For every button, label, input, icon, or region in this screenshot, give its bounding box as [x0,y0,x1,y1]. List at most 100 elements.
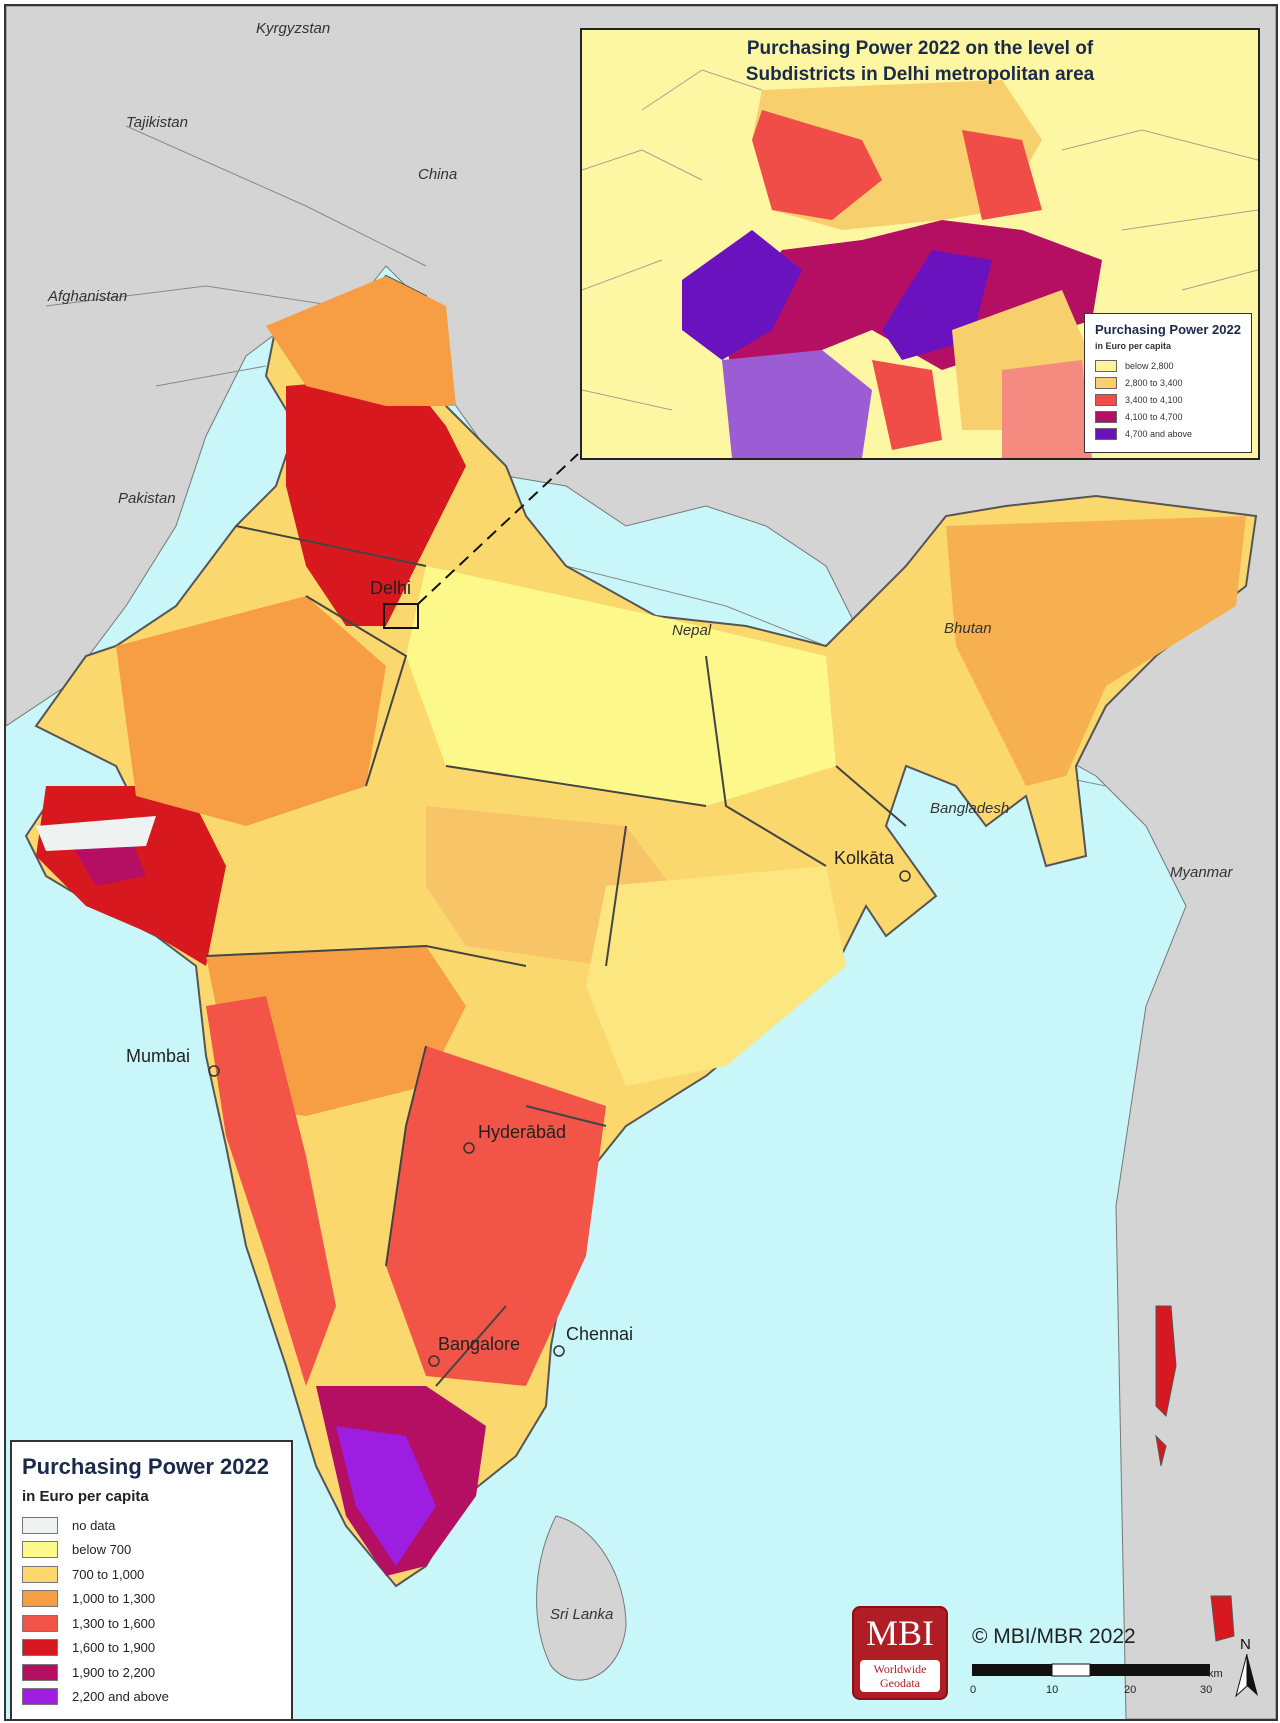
main-legend: Purchasing Power 2022 in Euro per capita… [10,1440,293,1719]
region-westcoast-red [206,996,336,1386]
inset-title: Purchasing Power 2022 on the level of Su… [582,36,1258,88]
inset-legend-title: Purchasing Power 2022 [1095,322,1241,337]
inset-area-red-ne [962,130,1042,220]
label-kyrgyzstan: Kyrgyzstan [256,20,331,37]
legend-item: no data [22,1513,281,1538]
logo-wordmark: MBI [865,1613,934,1653]
label-hyderabad: Hyderābād [478,1122,567,1142]
inset-legend: Purchasing Power 2022 in Euro per capita… [1084,313,1252,453]
inset-legend-label: 4,100 to 4,700 [1125,411,1183,422]
label-bangladesh: Bangladesh [930,800,1010,817]
label-afghanistan: Afghanistan [48,288,128,305]
region-east-yellow [586,866,846,1086]
legend-swatch [22,1541,58,1559]
inset-title-line1: Purchasing Power 2022 on the level of [746,38,1094,59]
legend-item: 700 to 1,000 [22,1562,281,1587]
inset-subdistrict-lines [582,69,1258,411]
legend-label: 1,600 to 1,900 [72,1640,156,1656]
logo-line1: Worldwide [873,1662,927,1676]
bangalore-marker [428,1355,440,1367]
inset-legend-subtitle: in Euro per capita [1095,341,1172,351]
legend-item: below 700 [22,1538,281,1563]
region-south-purple [336,1426,436,1566]
hyderabad-marker [463,1142,475,1154]
country-border-lines [45,125,1107,787]
north-label: N [1240,1636,1251,1653]
inset-legend-label: 4,700 and above [1125,428,1193,439]
inset-area-purple-west [682,230,802,360]
kolkata-marker [899,870,911,882]
legend-swatch [22,1516,58,1534]
legend-label: below 700 [72,1542,132,1558]
legend-title: Purchasing Power 2022 [22,1454,269,1479]
region-northeast [946,516,1246,786]
map-frame: Kyrgyzstan Tajikistan China Afghanistan … [4,4,1278,1721]
scale-unit: km [1208,1668,1223,1680]
inset-area-red-north [752,110,882,220]
andaman-islands [1155,1305,1235,1642]
label-bhutan: Bhutan [944,620,992,637]
label-china: China [418,166,458,183]
region-no-data [36,816,156,851]
inset-swatch [1095,393,1117,406]
label-nepal: Nepal [672,622,712,639]
scale-bar-graphic [972,1663,1210,1677]
logo-line2: Geodata [880,1676,920,1690]
sri-lanka-land [536,1515,627,1681]
inset-title-line2: Subdistricts in Delhi metropolitan area [745,64,1095,85]
legend-swatch [22,1639,58,1657]
legend-subtitle: in Euro per capita [22,1488,149,1505]
legend-label: 700 to 1,000 [72,1566,145,1582]
scale-tick: 20 [1124,1684,1137,1696]
legend-item: 2,200 and above [22,1685,281,1710]
inset-legend-item: 3,400 to 4,100 [1095,391,1241,408]
inset-legend-item: below 2,800 [1095,357,1241,374]
inset-area-red-south [872,360,942,450]
legend-swatch [22,1663,58,1681]
scale-tick: 10 [1046,1684,1059,1696]
scale-tick: 0 [970,1684,977,1696]
region-deccan-red [386,1046,606,1386]
label-tajikistan: Tajikistan [126,114,188,131]
inset-legend-item: 2,800 to 3,400 [1095,374,1241,391]
inset-swatch [1095,359,1117,372]
legend-swatch [22,1688,58,1706]
scale-bar: 0 10 20 30 [970,1662,1212,1696]
label-mumbai: Mumbai [126,1046,191,1066]
inset-swatch [1095,410,1117,423]
scale-tick: 30 [1200,1684,1213,1696]
chennai-marker [553,1345,565,1357]
inset-swatch [1095,376,1117,389]
legend-item: 1,600 to 1,900 [22,1636,281,1661]
legend-swatch [22,1590,58,1608]
legend-swatch [22,1614,58,1632]
inset-legend-label: below 2,800 [1125,360,1174,371]
legend-label: 2,200 and above [72,1689,169,1705]
north-arrow-graphic [1235,1654,1258,1698]
legend-item: 1,900 to 2,200 [22,1660,281,1685]
inset-legend-label: 3,400 to 4,100 [1125,394,1183,405]
label-sri-lanka: Sri Lanka [550,1606,614,1623]
legend-label: 1,300 to 1,600 [72,1615,156,1631]
inset-canvas [582,69,1258,458]
region-rajasthan-orange [116,596,386,826]
mumbai-marker [208,1065,220,1077]
delhi-highlight-box [383,603,419,629]
mbi-logo: MBI Worldwide Geodata [852,1606,948,1700]
logo-subtitle: Worldwide Geodata [860,1660,940,1692]
north-arrow-icon: N [1232,1636,1262,1698]
label-bangalore: Bangalore [438,1334,521,1354]
legend-swatch [22,1565,58,1583]
inset-legend-label: 2,800 to 3,400 [1125,377,1183,388]
label-pakistan: Pakistan [118,490,176,507]
region-north-red [286,376,466,626]
copyright-notice: © MBI/MBR 2022 [972,1625,1136,1648]
legend-item: 1,000 to 1,300 [22,1587,281,1612]
inset-legend-item: 4,700 and above [1095,425,1241,442]
state-boundaries [205,525,907,1387]
label-delhi: Delhi [370,578,412,598]
delhi-inset-map: Purchasing Power 2022 on the level of Su… [580,28,1260,460]
inset-legend-item: 4,100 to 4,700 [1095,408,1241,425]
legend-label: 1,900 to 2,200 [72,1664,156,1680]
inset-area-salmon [1002,360,1092,458]
